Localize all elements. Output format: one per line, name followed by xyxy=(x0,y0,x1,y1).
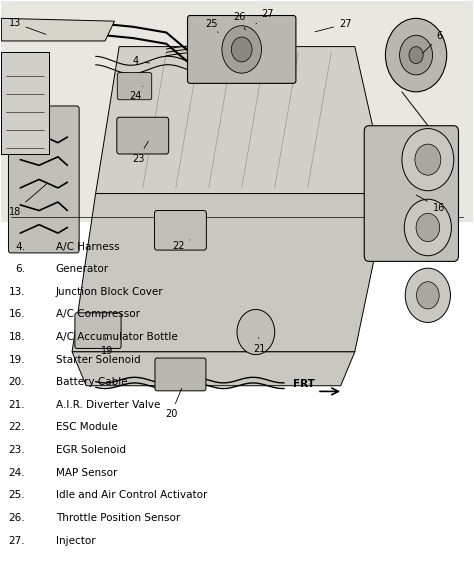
Text: 16: 16 xyxy=(416,195,445,212)
FancyBboxPatch shape xyxy=(155,211,206,250)
Text: Idle and Air Control Activator: Idle and Air Control Activator xyxy=(55,490,207,500)
Circle shape xyxy=(231,37,252,62)
Circle shape xyxy=(409,47,423,64)
FancyBboxPatch shape xyxy=(117,73,152,100)
Text: Battery Cable: Battery Cable xyxy=(55,377,127,387)
Text: A/C Harness: A/C Harness xyxy=(55,241,119,252)
Polygon shape xyxy=(72,194,388,352)
Text: 19: 19 xyxy=(101,337,114,356)
Text: 27: 27 xyxy=(256,9,274,24)
Text: 6.: 6. xyxy=(15,264,25,274)
Circle shape xyxy=(400,35,433,75)
Circle shape xyxy=(415,144,441,175)
Text: 13.: 13. xyxy=(9,287,25,297)
Text: 22.: 22. xyxy=(9,423,25,432)
Text: 6: 6 xyxy=(423,31,443,53)
Text: 20: 20 xyxy=(165,389,182,419)
Text: 13: 13 xyxy=(9,18,46,34)
Text: 23: 23 xyxy=(132,141,148,164)
Circle shape xyxy=(237,310,275,354)
Text: 25: 25 xyxy=(205,19,218,32)
Text: 27.: 27. xyxy=(9,536,25,545)
Circle shape xyxy=(416,214,439,241)
Text: 4: 4 xyxy=(133,56,149,66)
FancyBboxPatch shape xyxy=(75,313,121,348)
Text: Junction Block Cover: Junction Block Cover xyxy=(55,287,163,297)
Text: 24.: 24. xyxy=(9,467,25,478)
Text: ESC Module: ESC Module xyxy=(55,423,117,432)
FancyBboxPatch shape xyxy=(1,1,473,222)
Text: 25.: 25. xyxy=(9,490,25,500)
Text: 21.: 21. xyxy=(9,400,25,410)
FancyBboxPatch shape xyxy=(364,126,458,261)
Text: 27: 27 xyxy=(315,19,352,32)
Polygon shape xyxy=(96,47,388,194)
Text: 24: 24 xyxy=(129,86,143,101)
Text: 22: 22 xyxy=(172,240,190,250)
Polygon shape xyxy=(1,18,115,41)
FancyBboxPatch shape xyxy=(117,117,169,154)
Circle shape xyxy=(404,199,451,256)
Text: 18.: 18. xyxy=(9,332,25,342)
Text: Starter Solenoid: Starter Solenoid xyxy=(55,354,140,365)
Circle shape xyxy=(402,128,454,191)
Circle shape xyxy=(417,282,439,309)
Circle shape xyxy=(405,268,450,323)
Text: 16.: 16. xyxy=(9,310,25,319)
Text: Throttle Position Sensor: Throttle Position Sensor xyxy=(55,513,180,523)
Text: A/C Compressor: A/C Compressor xyxy=(55,310,139,319)
Text: 26: 26 xyxy=(233,12,246,30)
Text: A.I.R. Diverter Valve: A.I.R. Diverter Valve xyxy=(55,400,160,410)
Text: 23.: 23. xyxy=(9,445,25,455)
FancyBboxPatch shape xyxy=(9,106,79,253)
FancyBboxPatch shape xyxy=(155,358,206,391)
Circle shape xyxy=(385,18,447,92)
Circle shape xyxy=(222,26,262,73)
Text: EGR Solenoid: EGR Solenoid xyxy=(55,445,126,455)
Text: MAP Sensor: MAP Sensor xyxy=(55,467,117,478)
Text: A/C Accumulator Bottle: A/C Accumulator Bottle xyxy=(55,332,177,342)
Text: Injector: Injector xyxy=(55,536,95,545)
FancyBboxPatch shape xyxy=(1,52,48,154)
Text: 26.: 26. xyxy=(9,513,25,523)
Text: 19.: 19. xyxy=(9,354,25,365)
Text: 4.: 4. xyxy=(15,241,25,252)
FancyBboxPatch shape xyxy=(188,15,296,83)
Text: 18: 18 xyxy=(9,184,46,216)
Text: Generator: Generator xyxy=(55,264,109,274)
Text: 20.: 20. xyxy=(9,377,25,387)
Polygon shape xyxy=(72,352,355,386)
Text: 21: 21 xyxy=(254,337,266,354)
Text: FRT: FRT xyxy=(293,378,315,389)
